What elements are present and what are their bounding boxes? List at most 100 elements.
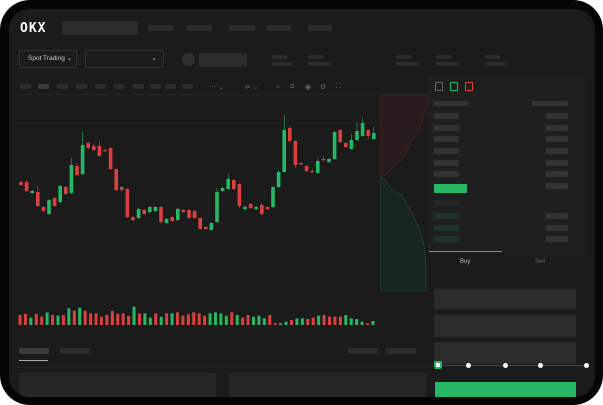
nav-item[interactable] bbox=[187, 25, 212, 31]
total-input[interactable] bbox=[434, 342, 576, 364]
candle[interactable] bbox=[232, 179, 236, 190]
candle[interactable] bbox=[243, 205, 247, 211]
draw-icon[interactable]: ⊳ ⌄ bbox=[245, 84, 259, 91]
candle[interactable] bbox=[248, 203, 253, 209]
candle[interactable] bbox=[136, 208, 141, 219]
candle[interactable] bbox=[30, 190, 34, 194]
candle[interactable] bbox=[316, 158, 320, 174]
candle[interactable] bbox=[108, 147, 113, 170]
candle[interactable] bbox=[271, 186, 275, 208]
candle[interactable] bbox=[52, 197, 57, 207]
sell-tab[interactable]: Sell bbox=[535, 259, 546, 265]
candle[interactable] bbox=[176, 208, 180, 221]
candle[interactable] bbox=[75, 163, 79, 176]
candle[interactable] bbox=[86, 142, 90, 149]
pair-dropdown[interactable]: ⌄ bbox=[85, 50, 164, 68]
camera-icon[interactable]: ◉ bbox=[305, 84, 312, 91]
candle[interactable] bbox=[215, 188, 219, 223]
buy-tab[interactable]: Buy bbox=[460, 259, 471, 265]
slider-stop-100[interactable] bbox=[584, 363, 589, 368]
timeframe-button[interactable] bbox=[133, 84, 144, 89]
orderbook-asks-icon[interactable] bbox=[465, 82, 473, 91]
candle[interactable] bbox=[260, 203, 264, 215]
candle[interactable] bbox=[237, 183, 242, 208]
candle[interactable] bbox=[372, 127, 376, 140]
candle[interactable] bbox=[114, 168, 118, 191]
nav-item[interactable] bbox=[267, 25, 291, 31]
candlestick-chart[interactable] bbox=[9, 9, 389, 339]
candle[interactable] bbox=[360, 118, 365, 137]
timeframe-button[interactable] bbox=[20, 84, 31, 89]
candle[interactable] bbox=[355, 123, 359, 141]
amount-input[interactable] bbox=[434, 315, 576, 337]
candle[interactable] bbox=[310, 169, 314, 173]
candle[interactable] bbox=[293, 140, 298, 168]
candle[interactable] bbox=[327, 158, 331, 163]
candle[interactable] bbox=[47, 199, 51, 215]
candle[interactable] bbox=[69, 158, 74, 194]
timeframe-button[interactable] bbox=[114, 84, 125, 89]
candle[interactable] bbox=[36, 186, 40, 207]
timeframe-button[interactable] bbox=[182, 84, 193, 89]
candle[interactable] bbox=[125, 188, 130, 218]
search-box[interactable] bbox=[62, 21, 138, 35]
candle[interactable] bbox=[58, 185, 62, 203]
nav-item[interactable] bbox=[308, 25, 332, 31]
candle[interactable] bbox=[187, 209, 191, 219]
candle[interactable] bbox=[92, 144, 96, 151]
candle[interactable] bbox=[349, 134, 354, 150]
slider-stop-25[interactable] bbox=[466, 363, 471, 368]
candle[interactable] bbox=[142, 209, 146, 215]
candle[interactable] bbox=[220, 187, 225, 192]
ruler-icon[interactable]: ⧄ bbox=[290, 83, 295, 90]
candle[interactable] bbox=[282, 115, 286, 173]
candle[interactable] bbox=[276, 170, 281, 188]
timeframe-button[interactable] bbox=[38, 84, 49, 89]
buy-submit-button[interactable] bbox=[435, 382, 576, 397]
candle[interactable] bbox=[338, 129, 342, 143]
filter-button[interactable] bbox=[348, 348, 378, 354]
timeframe-button[interactable] bbox=[95, 84, 106, 89]
amount-slider[interactable] bbox=[439, 365, 587, 366]
candle[interactable] bbox=[120, 186, 124, 192]
timeframe-button[interactable] bbox=[150, 84, 161, 89]
candle[interactable] bbox=[19, 181, 23, 186]
candle[interactable] bbox=[288, 126, 292, 143]
timeframe-button[interactable] bbox=[57, 84, 68, 89]
history-tab[interactable] bbox=[60, 348, 90, 354]
fullscreen-icon[interactable]: ⛶ bbox=[336, 83, 341, 90]
open-orders-tab[interactable] bbox=[19, 348, 49, 354]
candle[interactable] bbox=[198, 217, 202, 230]
candle[interactable] bbox=[41, 206, 46, 212]
okx-logo[interactable]: OKX bbox=[20, 21, 47, 36]
candle[interactable] bbox=[299, 162, 303, 166]
timeframe-button[interactable] bbox=[165, 84, 176, 89]
candle[interactable] bbox=[366, 129, 370, 139]
filter-button[interactable] bbox=[386, 348, 416, 354]
slider-handle[interactable] bbox=[434, 361, 442, 369]
candle[interactable] bbox=[153, 206, 158, 212]
timeframe-button[interactable] bbox=[76, 84, 87, 89]
candle[interactable] bbox=[103, 149, 107, 152]
candle[interactable] bbox=[254, 206, 258, 210]
candle[interactable] bbox=[24, 180, 29, 192]
candle[interactable] bbox=[80, 132, 85, 175]
line-icon[interactable]: ∼ bbox=[275, 84, 281, 91]
nav-item[interactable] bbox=[229, 25, 255, 31]
candle[interactable] bbox=[344, 142, 348, 148]
market-type-dropdown[interactable]: Spot Trading ⌄ bbox=[19, 50, 77, 68]
candle[interactable] bbox=[332, 131, 337, 160]
candle[interactable] bbox=[265, 206, 270, 210]
candle[interactable] bbox=[148, 206, 152, 214]
price-input[interactable] bbox=[434, 289, 576, 309]
candle[interactable] bbox=[204, 226, 208, 230]
slider-stop-50[interactable] bbox=[503, 363, 508, 368]
candle[interactable] bbox=[226, 174, 230, 190]
candle[interactable] bbox=[192, 210, 197, 219]
candle[interactable] bbox=[209, 222, 214, 231]
candle[interactable] bbox=[181, 209, 186, 213]
candle[interactable] bbox=[64, 186, 68, 195]
orderbook-both-icon[interactable] bbox=[435, 82, 443, 91]
slider-stop-75[interactable] bbox=[538, 363, 543, 368]
settings-icon[interactable]: ⚙ bbox=[320, 84, 327, 91]
